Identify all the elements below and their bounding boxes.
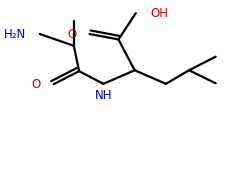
Text: OH: OH [151,7,169,20]
Text: NH: NH [95,89,112,102]
Text: H₂N: H₂N [4,28,26,40]
Text: O: O [68,28,77,40]
Text: O: O [32,78,41,91]
